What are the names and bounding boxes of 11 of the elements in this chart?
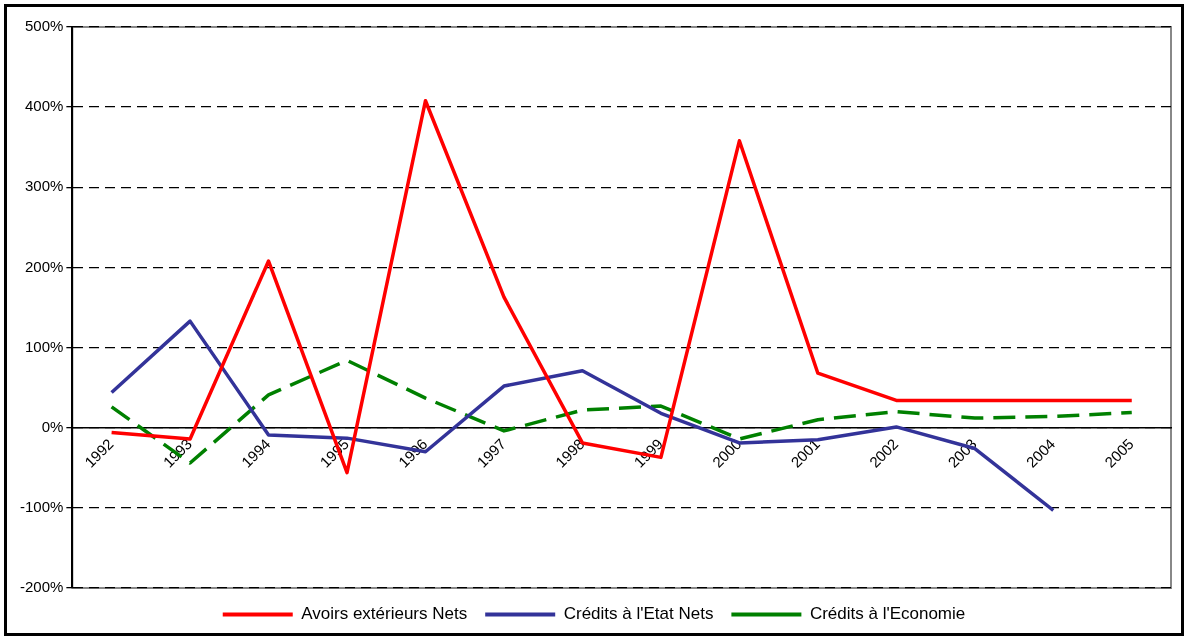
y-tick-label: 100% xyxy=(24,337,64,355)
y-tick-label: 400% xyxy=(24,97,64,115)
y-tick-label: -200% xyxy=(20,578,64,596)
legend-label: Crédits à l'Economie xyxy=(809,604,966,624)
y-tick-label: 200% xyxy=(24,257,64,275)
legend-label: Avoirs extérieurs Nets xyxy=(301,604,468,624)
y-tick-label: 300% xyxy=(24,177,64,195)
legend-label: Crédits à l'Etat Nets xyxy=(563,604,714,624)
y-tick-label: 500% xyxy=(24,17,64,35)
y-tick-label: -100% xyxy=(20,498,64,515)
y-tick-label: 0% xyxy=(41,417,64,435)
